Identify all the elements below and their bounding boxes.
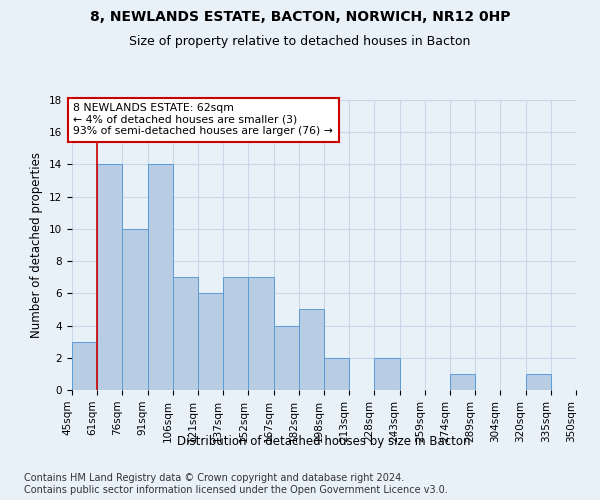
Bar (299, 310, 324, 390)
Bar (148, 164, 173, 390)
Y-axis label: Number of detached properties: Number of detached properties (31, 152, 43, 338)
Bar (324, 358, 349, 390)
Text: 8, NEWLANDS ESTATE, BACTON, NORWICH, NR12 0HP: 8, NEWLANDS ESTATE, BACTON, NORWICH, NR1… (90, 10, 510, 24)
Bar (450, 374, 475, 390)
Bar (97, 164, 122, 390)
Bar (173, 277, 198, 390)
Bar (274, 326, 299, 390)
Bar (223, 277, 248, 390)
Text: Contains HM Land Registry data © Crown copyright and database right 2024.
Contai: Contains HM Land Registry data © Crown c… (24, 474, 448, 495)
Bar (198, 294, 223, 390)
Text: Distribution of detached houses by size in Bacton: Distribution of detached houses by size … (177, 435, 471, 448)
Text: 8 NEWLANDS ESTATE: 62sqm
← 4% of detached houses are smaller (3)
93% of semi-det: 8 NEWLANDS ESTATE: 62sqm ← 4% of detache… (73, 103, 333, 136)
Bar (526, 374, 551, 390)
Bar (72, 342, 97, 390)
Bar (122, 229, 148, 390)
Text: Size of property relative to detached houses in Bacton: Size of property relative to detached ho… (130, 35, 470, 48)
Bar (374, 358, 400, 390)
Bar (248, 277, 274, 390)
